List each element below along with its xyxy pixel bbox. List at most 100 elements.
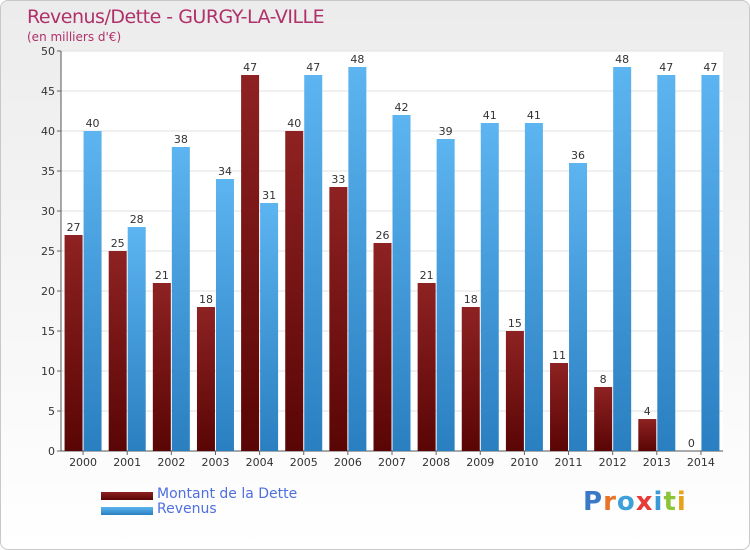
data-label-revenus-2012: 48: [615, 53, 629, 66]
bar-revenus-2000: [83, 131, 102, 451]
data-label-dette-2006: 33: [331, 173, 345, 186]
logo-letter: i: [676, 487, 687, 517]
bar-dette-2001: [108, 251, 127, 451]
x-tick-label: 2004: [246, 456, 274, 469]
bar-dette-2008: [417, 283, 436, 451]
data-label-revenus-2001: 28: [130, 213, 144, 226]
chart-title: Revenus/Dette - GURGY-LA-VILLE: [27, 6, 325, 28]
data-label-revenus-2009: 41: [483, 109, 497, 122]
data-label-revenus-2007: 42: [395, 101, 409, 114]
data-label-dette-2010: 15: [508, 317, 522, 330]
bar-dette-2000: [64, 235, 83, 451]
y-tick-label: 45: [41, 85, 55, 98]
data-label-revenus-2011: 36: [571, 149, 585, 162]
x-tick-label: 2010: [510, 456, 538, 469]
data-label-revenus-2006: 48: [350, 53, 364, 66]
data-label-dette-2007: 26: [376, 229, 390, 242]
data-label-dette-2003: 18: [199, 293, 213, 306]
bar-revenus-2004: [260, 203, 279, 451]
bar-revenus-2001: [127, 227, 146, 451]
y-tick-label: 20: [41, 285, 55, 298]
x-tick-label: 2007: [378, 456, 406, 469]
data-label-revenus-2004: 31: [262, 189, 276, 202]
x-tick-label: 2008: [422, 456, 450, 469]
x-tick-label: 2009: [466, 456, 494, 469]
bar-revenus-2013: [657, 75, 676, 451]
bar-revenus-2005: [304, 75, 323, 451]
data-label-revenus-2013: 47: [659, 61, 673, 74]
proxiti-logo: Proxiti: [583, 487, 687, 517]
bar-revenus-2007: [392, 115, 411, 451]
x-tick-label: 2002: [157, 456, 185, 469]
data-label-revenus-2008: 39: [439, 125, 453, 138]
data-label-dette-2014: 0: [688, 437, 695, 450]
data-label-revenus-2010: 41: [527, 109, 541, 122]
legend-label-revenus: Revenus: [157, 501, 217, 517]
bar-dette-2010: [505, 331, 524, 451]
x-tick-label: 2011: [555, 456, 583, 469]
y-tick-label: 15: [41, 325, 55, 338]
logo-letter: i: [653, 487, 664, 517]
bar-revenus-2003: [215, 179, 234, 451]
data-labels: 2740252821381834473140473348264221391841…: [67, 53, 718, 450]
data-label-revenus-2005: 47: [306, 61, 320, 74]
y-tick-label: 10: [41, 365, 55, 378]
y-tick-label: 25: [41, 245, 55, 258]
bar-revenus-2014: [701, 75, 720, 451]
bar-revenus-2011: [569, 163, 588, 451]
bar-dette-2003: [196, 307, 215, 451]
data-label-dette-2013: 4: [644, 405, 651, 418]
bar-revenus-2010: [524, 123, 543, 451]
bar-revenus-2002: [171, 147, 190, 451]
logo-letter: P: [583, 487, 604, 517]
legend-label-dette: Montant de la Dette: [157, 486, 298, 502]
data-label-dette-2002: 21: [155, 269, 169, 282]
logo-letter: x: [635, 487, 654, 517]
bar-dette-2007: [373, 243, 392, 451]
logo-letter: o: [616, 487, 636, 517]
data-label-revenus-2014: 47: [703, 61, 717, 74]
x-tick-label: 2013: [643, 456, 671, 469]
bar-revenus-2008: [436, 139, 455, 451]
data-label-dette-2001: 25: [111, 237, 125, 250]
bar-dette-2002: [152, 283, 171, 451]
bars: [64, 67, 720, 451]
x-tick-label: 2005: [290, 456, 318, 469]
grid-lines: [61, 50, 723, 451]
data-label-dette-2009: 18: [464, 293, 478, 306]
x-tick-label: 2012: [599, 456, 627, 469]
x-tick-label: 2001: [113, 456, 141, 469]
data-label-revenus-2000: 40: [86, 117, 100, 130]
y-tick-label: 50: [41, 45, 55, 58]
logo-letter: t: [663, 487, 677, 517]
y-tick-label: 0: [48, 445, 55, 458]
data-label-dette-2005: 40: [287, 117, 301, 130]
x-tick-label: 2006: [334, 456, 362, 469]
y-tick-label: 40: [41, 125, 55, 138]
data-label-dette-2012: 8: [600, 373, 607, 386]
bar-revenus-2009: [480, 123, 499, 451]
bar-dette-2006: [329, 187, 348, 451]
bar-dette-2005: [285, 131, 304, 451]
y-tick-label: 35: [41, 165, 55, 178]
data-label-dette-2004: 47: [243, 61, 257, 74]
bar-dette-2011: [550, 363, 569, 451]
x-tick-label: 2003: [201, 456, 229, 469]
x-tick-label: 2000: [69, 456, 97, 469]
y-tick-label: 5: [48, 405, 55, 418]
bar-revenus-2012: [613, 67, 632, 451]
data-label-dette-2008: 21: [420, 269, 434, 282]
data-label-dette-2000: 27: [67, 221, 81, 234]
bar-revenus-2006: [348, 67, 367, 451]
bar-dette-2013: [638, 419, 657, 451]
bar-dette-2012: [594, 387, 613, 451]
legend-swatch-revenus: [101, 507, 153, 515]
bar-dette-2004: [241, 75, 260, 451]
legend-swatch-dette: [101, 492, 153, 500]
data-label-revenus-2002: 38: [174, 133, 188, 146]
chart-subtitle: (en milliers d'€): [27, 30, 122, 44]
data-label-dette-2011: 11: [552, 349, 566, 362]
